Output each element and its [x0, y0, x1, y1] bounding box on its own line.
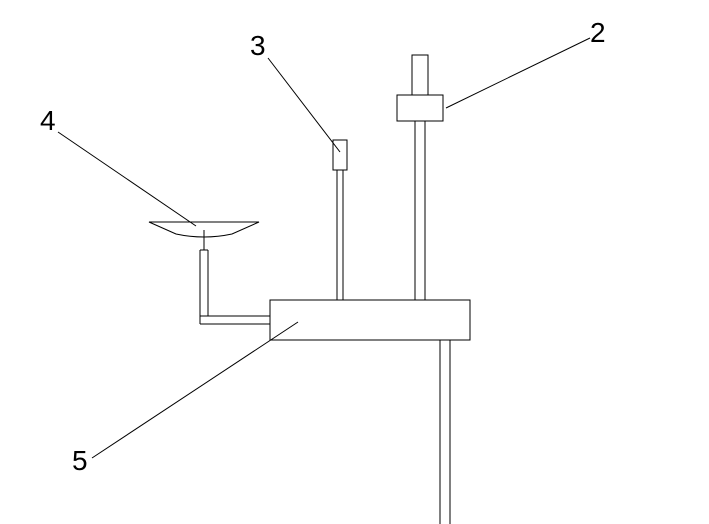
technical-diagram: 2 3 4 5	[0, 0, 709, 524]
leader-4	[58, 132, 196, 226]
leader-2	[446, 38, 590, 108]
base-block	[270, 300, 470, 340]
right-cross-block	[397, 95, 443, 121]
left-horizontal-arm	[200, 316, 270, 324]
right-post	[415, 121, 425, 300]
label-2: 2	[590, 17, 606, 48]
label-3: 3	[250, 30, 266, 61]
middle-post	[337, 170, 343, 300]
label-5: 5	[72, 445, 88, 476]
leader-3	[268, 58, 340, 152]
left-vertical-arm	[200, 250, 208, 324]
label-4: 4	[40, 105, 56, 136]
down-pipe	[440, 340, 450, 524]
middle-top-block	[333, 140, 347, 170]
right-tip-block	[412, 55, 428, 95]
leader-5	[92, 322, 298, 458]
